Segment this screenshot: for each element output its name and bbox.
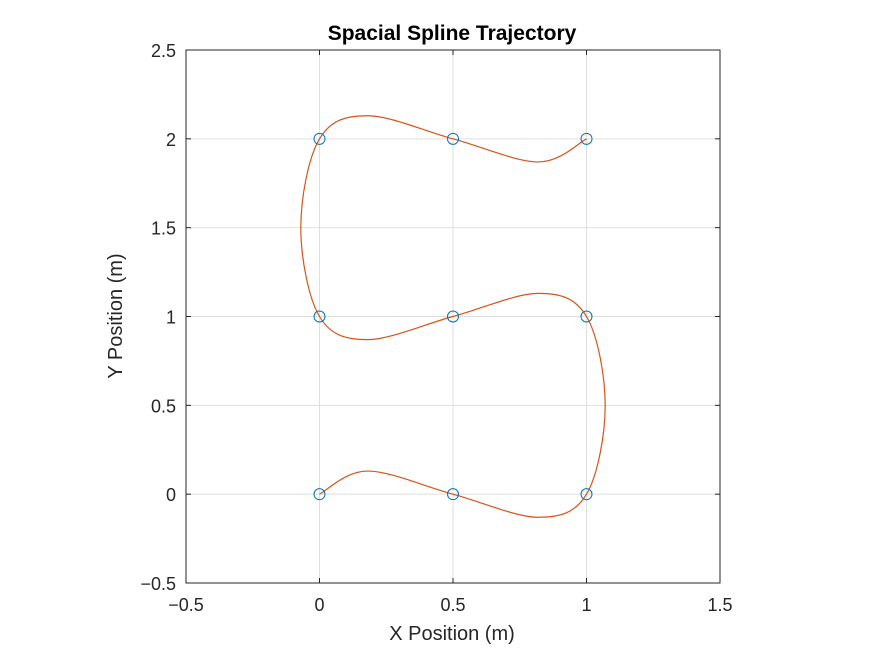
y-tick-label: 1 [166, 308, 176, 328]
waypoint-marker [447, 310, 459, 323]
waypoint-marker [313, 310, 326, 323]
x-tick-label: 0 [314, 595, 324, 615]
waypoint-marker [313, 488, 326, 501]
y-tick-label: 0 [166, 485, 176, 505]
y-tick-label: 1.5 [151, 219, 176, 239]
waypoint-marker [580, 310, 593, 323]
chart-title: Spacial Spline Trajectory [328, 22, 577, 45]
waypoint-marker [580, 488, 593, 501]
tick-labels: −0.5 0 0.5 1 1.5 −0.5 0 0.5 1 1.5 2 2.5 [140, 41, 732, 615]
x-tick-label: 1.5 [707, 595, 732, 615]
y-tick-label: 2.5 [151, 41, 176, 61]
y-tick-label: 0.5 [151, 396, 176, 416]
y-tick-label: 2 [166, 130, 176, 150]
x-tick-label: 0.5 [440, 595, 465, 615]
plot-series [300, 115, 606, 518]
y-tick-label: −0.5 [140, 574, 176, 594]
trajectory-line [300, 115, 606, 518]
x-tick-label: −0.5 [168, 595, 204, 615]
waypoint-marker [447, 132, 459, 145]
y-axis-label: Y Position (m) [105, 253, 127, 378]
waypoint-marker [580, 132, 593, 145]
axes-frame [185, 49, 721, 584]
x-axis-label: X Position (m) [389, 623, 515, 645]
x-tick-label: 1 [581, 595, 591, 615]
waypoint-marker [313, 132, 326, 145]
waypoint-marker [447, 488, 459, 501]
